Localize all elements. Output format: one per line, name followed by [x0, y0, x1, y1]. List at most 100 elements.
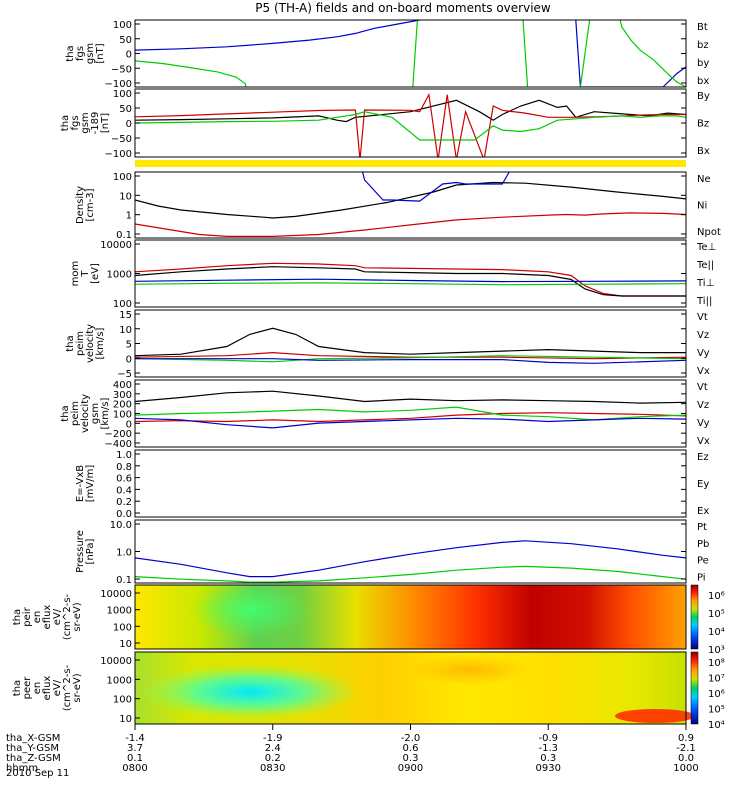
spectrogram-peer-colorbar [690, 651, 699, 725]
spec-ytick-peer-3: 10 [119, 714, 132, 725]
panel-temp: 10000 1000 100 mom T [eV] Te⊥ Te|| Ti⊥ Ti|| [70, 239, 716, 310]
legend-vel1-1: Vz [697, 330, 709, 341]
ylabel-fgs-2: gsm [85, 43, 96, 64]
legend-vel1-0: Vt [697, 312, 708, 323]
ytick-label-vel2-0: 400 [113, 380, 132, 391]
panel-frame-temp [134, 239, 687, 308]
panel-frame-pressure [134, 519, 687, 584]
series-group-density [135, 172, 686, 237]
ylabel-efield-0: E=-VxB [75, 465, 86, 502]
ytick-label-vel2-2: 200 [113, 400, 132, 411]
legend-temp-1: Te|| [696, 260, 714, 271]
colorbar-tick-peir-3: 10³ [708, 645, 725, 656]
series-vel2-Vt [135, 390, 686, 404]
ephem-value-2-4: 0.0 [678, 753, 694, 764]
spectrogram-peir [134, 582, 699, 650]
ylabel-temp-2: [eV] [90, 263, 101, 284]
series-vel2-Vx [135, 417, 686, 429]
spec-ytick-peer-1: 1000 [107, 675, 132, 686]
ylabel-fgh-2: gsm [80, 112, 91, 133]
legend-vel1-2: Vy [697, 348, 710, 359]
ylabel-density-1: [cm-3] [85, 188, 96, 221]
ytick-label-density-1: 10 [119, 191, 132, 202]
legend-efield-2: Ex [697, 506, 709, 517]
ytick-label-vel2-3: 100 [113, 410, 132, 421]
ephem-label-3: hhmm [6, 763, 38, 774]
ytick-label-efield-1: 0.8 [116, 462, 132, 473]
panel-frame-density [134, 171, 687, 239]
ytick-label-efield-0: 1.0 [116, 450, 132, 461]
ylabel-vel1-3: [km/s] [95, 327, 106, 359]
ephem-value-2-1: 0.2 [265, 753, 281, 764]
ylabel-vel2-1: peim [70, 401, 81, 426]
series-fgs-bx [135, 20, 686, 87]
ylabel-vel1-0: tha [65, 335, 76, 351]
ephem-value-0-4: 0.9 [678, 733, 694, 744]
legend-fgs-1: bz [697, 40, 709, 51]
ylabel-efield-1: [mV/m] [85, 465, 96, 503]
ylabel-vel2-4: [km/s] [100, 397, 111, 429]
legend-pressure-0: Pt [697, 522, 707, 533]
legend-vel1-3: Vx [697, 366, 710, 377]
spec-ylabel-peir-0: tha [12, 609, 23, 625]
ytick-label-efield-4: 0.2 [116, 497, 132, 508]
spectrogram-peer-mid-flux-region [410, 655, 530, 685]
ephem-value-3-1: 0830 [260, 763, 285, 774]
series-pressure-Pe [135, 565, 686, 583]
ephem-value-0-3: -0.9 [538, 733, 558, 744]
spec-ylabel-peir-2: en [32, 611, 43, 624]
legend-temp-3: Ti|| [696, 296, 712, 307]
legend-fgs-2: by [697, 58, 709, 69]
ytick-label-vel1-0: 15 [119, 310, 132, 321]
colorbar-tick-peir-1: 10⁵ [708, 609, 725, 620]
ylabel-vel2-0: tha [60, 405, 71, 421]
spec-ytick-peir-0: 10000 [100, 589, 132, 600]
series-fgs-by [135, 20, 686, 87]
legend-pressure-2: Pe [697, 556, 709, 567]
panel-frame-vel1 [134, 309, 687, 378]
ephem-value-3-4: 1000 [673, 763, 698, 774]
series-vel1-Vy [135, 355, 686, 363]
ephem-value-3-2: 0900 [398, 763, 423, 774]
series-group-pressure [135, 540, 686, 583]
ytick-label-vel1-1: 10 [119, 325, 132, 336]
series-vel1-Vz [135, 351, 686, 360]
spectrogram-peer-low-flux-region [140, 664, 360, 720]
ytick-label-fgs-0: 100 [113, 20, 132, 31]
series-temp-Te|| [135, 266, 686, 297]
ytick-label-fgh-0: 100 [113, 89, 132, 100]
ylabel-fgh-4: [nT] [100, 113, 111, 133]
ylabel-temp-0: mom [70, 261, 81, 287]
legend-pressure-1: Pb [697, 539, 709, 550]
series-group-temp [135, 262, 686, 297]
ytick-label-density-2: 1 [126, 211, 132, 222]
legend-pressure-3: Pi [697, 572, 706, 583]
ephem-value-0-1: -1.9 [263, 733, 283, 744]
legend-temp-2: Ti⊥ [696, 278, 714, 289]
legend-fgs-0: Bt [697, 22, 708, 33]
series-pressure-Pi [135, 540, 686, 578]
ylabel-density-0: Density [75, 186, 86, 224]
series-temp-Ti|| [135, 282, 686, 286]
spec-ylabel-peer-2: en [32, 682, 43, 695]
ylabel-pressure-0: Pressure [75, 530, 86, 573]
colorbar-tick-peer-1: 10⁷ [708, 674, 725, 685]
spectrogram-peer [134, 651, 699, 725]
ephem-value-3-3: 0930 [536, 763, 561, 774]
colorbar-tick-peer-3: 10⁵ [708, 705, 725, 716]
data-gap-bar [135, 160, 686, 167]
legend-temp-0: Te⊥ [696, 242, 716, 253]
series-vel1-Vx [135, 358, 686, 364]
series-density-Npot [361, 172, 510, 202]
ephem-value-1-1: 2.4 [265, 743, 281, 754]
series-group-vel2 [135, 390, 686, 429]
ytick-label-vel1-3: 0 [126, 354, 132, 365]
ylabel-fgh-3: -189 [90, 112, 101, 135]
legend-efield-1: Ey [697, 479, 709, 490]
spectrogram-peer-high-flux-region [615, 709, 695, 723]
spec-ylabel-peer-0: tha [12, 680, 23, 696]
ytick-label-pressure-1: 1.0 [116, 548, 132, 559]
spec-ytick-peer-2: 100 [113, 695, 132, 706]
